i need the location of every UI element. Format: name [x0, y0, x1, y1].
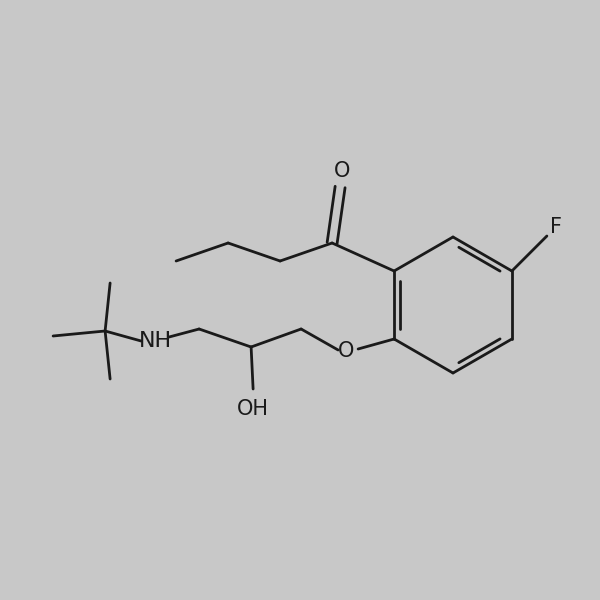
Text: O: O [334, 161, 350, 181]
Text: OH: OH [237, 399, 269, 419]
Text: NH: NH [139, 331, 172, 351]
Text: F: F [550, 217, 562, 237]
Text: O: O [338, 341, 354, 361]
